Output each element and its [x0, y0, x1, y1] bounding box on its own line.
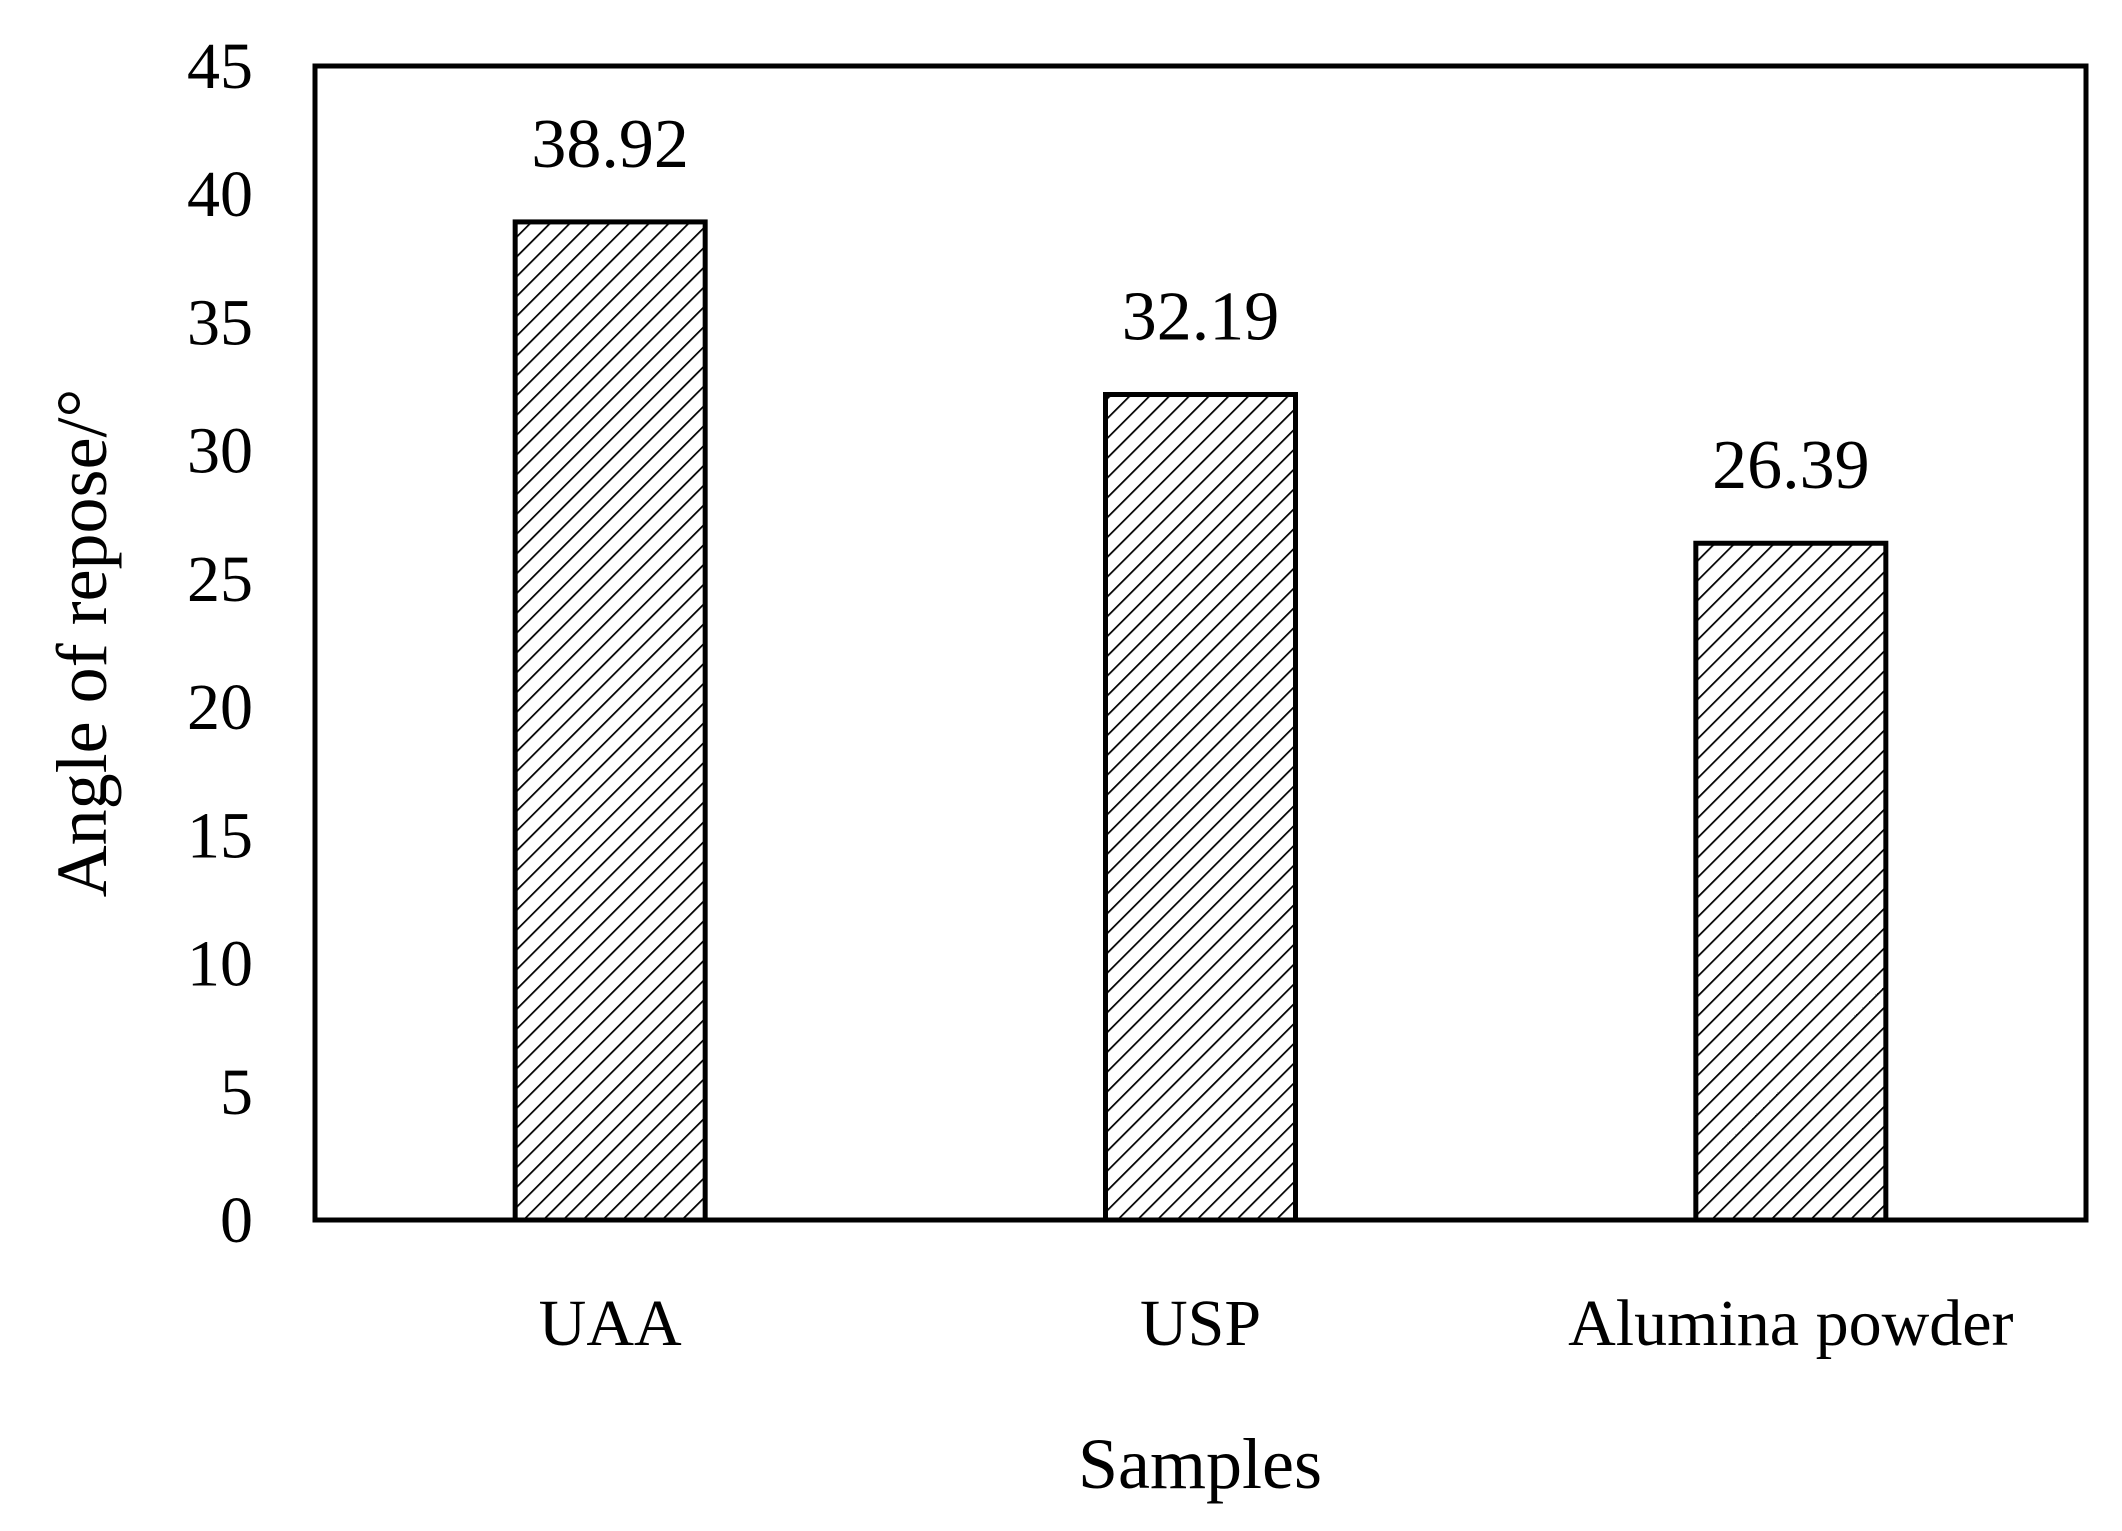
x-tick-label: Alumina powder: [1568, 1287, 2013, 1360]
y-tick-label: 45: [187, 30, 253, 103]
y-tick-label: 0: [220, 1184, 253, 1257]
x-axis-title: Samples: [1078, 1424, 1322, 1504]
y-tick-label: 20: [187, 671, 253, 744]
y-axis-title: Angle of repose/°: [42, 389, 122, 898]
data-label: 38.92: [531, 106, 689, 183]
bars: [512, 219, 1889, 1223]
bar: [1103, 392, 1298, 1223]
y-axis: 0 5 10 15 20 25 30 35 40 45: [187, 30, 253, 1257]
y-tick-label: 35: [187, 286, 253, 359]
x-tick-label: USP: [1140, 1287, 1261, 1360]
bar: [1693, 540, 1889, 1223]
y-tick-label: 10: [187, 928, 253, 1001]
y-tick-label: 40: [187, 158, 253, 231]
x-axis: UAA USP Alumina powder: [539, 1287, 2014, 1360]
data-label: 26.39: [1712, 427, 1870, 504]
y-tick-label: 30: [187, 415, 253, 488]
y-tick-label: 15: [187, 799, 253, 872]
data-labels: 38.92 32.19 26.39: [531, 106, 1869, 504]
y-tick-label: 5: [220, 1056, 253, 1129]
bar: [512, 219, 708, 1223]
y-tick-label: 25: [187, 543, 253, 616]
x-tick-label: UAA: [539, 1287, 682, 1360]
data-label: 32.19: [1122, 279, 1280, 356]
